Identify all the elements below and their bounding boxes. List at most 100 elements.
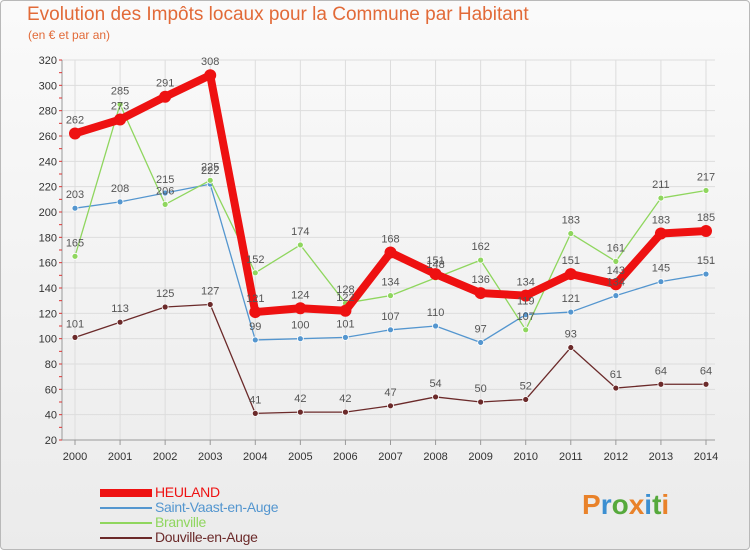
y-tick-label: 80 [45,359,57,371]
data-point-heuland [249,306,262,319]
data-point-douville-en-auge [522,396,530,403]
data-point-heuland [384,246,397,259]
logo-letter: o [611,489,629,520]
x-tick-label: 2002 [153,451,177,463]
data-label-branville: 134 [381,277,399,289]
data-point-saint-vaast-en-auge [567,308,575,316]
data-point-heuland [159,90,172,103]
data-point-douville-en-auge [432,393,439,401]
data-label-douville-en-auge: 113 [111,303,129,315]
data-label-douville-en-auge: 125 [156,288,174,300]
data-label-branville: 285 [111,85,129,97]
legend-swatch [100,537,152,539]
data-point-saint-vaast-en-auge [251,336,259,344]
data-label-douville-en-auge: 127 [201,285,219,297]
data-point-douville-en-auge [116,318,124,326]
data-point-branville [206,176,214,184]
data-label-douville-en-auge: 54 [429,378,441,390]
logo-letter: r [600,489,612,520]
data-label-heuland: 291 [156,78,174,90]
data-point-heuland [69,127,81,140]
data-point-douville-en-auge [477,398,485,406]
data-point-heuland [339,304,352,317]
data-point-saint-vaast-en-auge [477,339,485,346]
data-label-douville-en-auge: 64 [700,365,712,377]
y-tick-label: 200 [39,207,57,219]
chart-subtitle: (en € et par an) [28,28,111,42]
logo-letter: t [652,489,662,520]
data-point-branville [612,257,620,265]
data-point-douville-en-auge [71,333,79,341]
logo-letter: i [644,489,653,520]
data-label-douville-en-auge: 101 [66,318,84,330]
data-point-douville-en-auge [657,380,665,388]
y-tick-label: 160 [39,258,57,270]
data-point-branville [116,100,124,108]
data-point-branville [567,230,575,237]
data-point-heuland [564,268,577,281]
data-point-douville-en-auge [387,402,394,410]
data-label-douville-en-auge: 41 [249,394,261,406]
data-point-branville [296,241,304,249]
x-tick-label: 2003 [198,451,222,463]
data-label-branville: 161 [607,242,625,254]
data-label-heuland: 136 [471,274,489,286]
data-label-douville-en-auge: 52 [520,380,532,392]
y-tick-label: 20 [45,435,57,447]
data-point-douville-en-auge [702,380,710,388]
data-point-saint-vaast-en-auge [432,322,439,330]
data-label-heuland: 168 [381,234,399,246]
data-label-douville-en-auge: 50 [475,383,487,395]
data-label-heuland: 308 [201,56,219,68]
data-label-douville-en-auge: 61 [610,369,622,381]
logo-letter: P [582,489,601,520]
data-point-saint-vaast-en-auge [296,335,304,343]
legend-swatch [100,507,152,509]
data-point-saint-vaast-en-auge [522,311,530,319]
data-label-saint-vaast-en-auge: 107 [381,311,399,323]
data-label-branville: 107 [517,311,535,323]
data-point-heuland [700,225,712,237]
data-point-saint-vaast-en-auge [612,292,620,300]
data-label-branville: 165 [66,237,84,249]
data-point-douville-en-auge [342,408,349,416]
x-tick-label: 2009 [468,451,492,463]
data-label-saint-vaast-en-auge: 145 [652,263,670,275]
data-label-heuland: 143 [607,265,625,277]
legend-swatch [100,522,152,524]
data-label-heuland: 151 [426,255,444,267]
data-label-saint-vaast-en-auge: 151 [697,255,715,267]
data-point-saint-vaast-en-auge [702,270,710,278]
y-tick-label: 140 [39,283,57,295]
data-label-saint-vaast-en-auge: 99 [249,321,261,333]
y-tick-label: 260 [39,131,57,143]
y-tick-label: 100 [39,334,57,346]
y-tick-label: 300 [39,80,57,92]
data-label-heuland: 134 [517,277,535,289]
data-label-saint-vaast-en-auge: 121 [562,293,580,305]
data-label-heuland: 151 [562,255,580,267]
data-label-douville-en-auge: 42 [294,393,306,405]
data-label-saint-vaast-en-auge: 110 [427,307,445,319]
data-label-branville: 206 [156,185,174,197]
data-label-saint-vaast-en-auge: 215 [156,174,174,186]
data-label-heuland: 121 [246,293,264,305]
data-point-branville [657,194,665,202]
x-tick-label: 2014 [694,451,718,463]
data-label-saint-vaast-en-auge: 100 [291,320,309,332]
data-label-branville: 217 [697,171,715,183]
data-point-douville-en-auge [161,303,169,311]
legend-label: Douville-en-Auge [155,529,258,545]
proxiti-logo: Proxiti [582,489,669,521]
data-label-heuland: 122 [336,292,354,304]
y-tick-label: 120 [39,308,57,320]
chart-title: Evolution des Impôts locaux pour la Comm… [27,4,529,25]
data-point-heuland [474,287,487,300]
y-tick-label: 320 [39,55,57,67]
data-point-branville [702,187,710,194]
data-label-saint-vaast-en-auge: 119 [517,296,535,308]
data-label-branville: 211 [652,179,670,191]
data-point-douville-en-auge [206,301,214,308]
data-label-branville: 162 [471,241,489,253]
